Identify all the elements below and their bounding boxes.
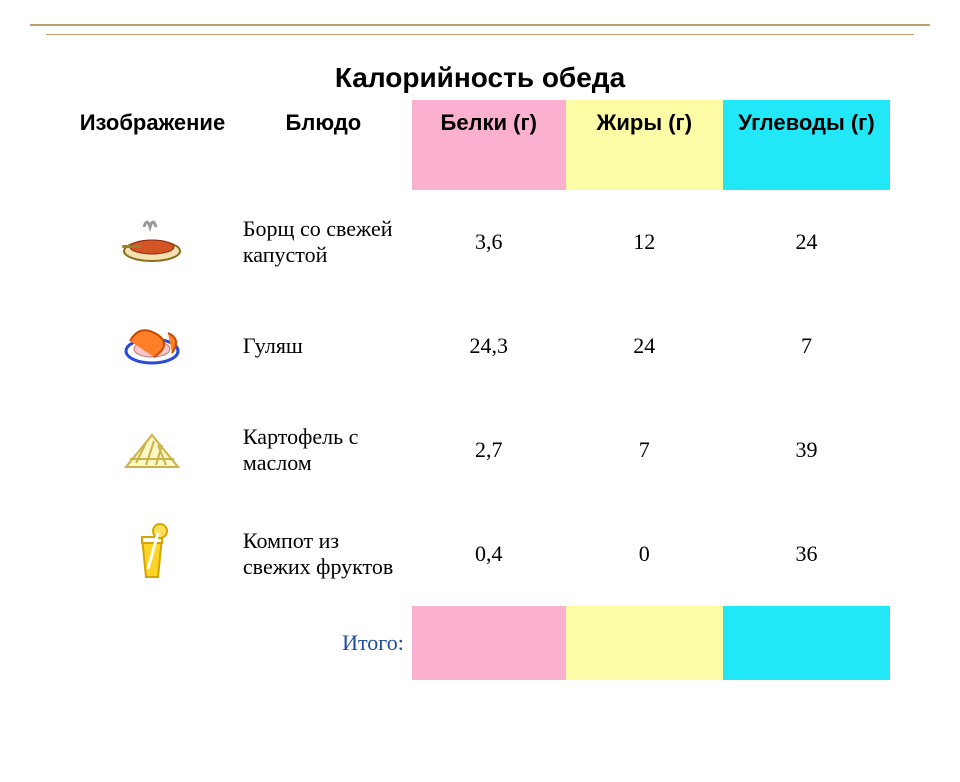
protein-value: 24,3 [412,294,566,398]
dish-name: Картофель с маслом [235,398,412,502]
col-header-fat: Жиры (г) [566,100,723,190]
table-row: Гуляш 24,3 24 7 [70,294,890,398]
compote-icon [112,519,192,583]
soup-icon [112,207,192,271]
goulash-icon [112,311,192,375]
dish-icon-cell [70,190,235,294]
total-word: Итого [342,630,398,655]
potato-icon [112,415,192,479]
fat-value: 7 [566,398,723,502]
nutrition-table: Изображение Блюдо Белки (г) Жиры (г) Угл… [70,100,890,680]
carbs-value: 36 [723,502,890,606]
page-title: Калорийность обеда [0,62,960,94]
table-row: Картофель с маслом 2,7 7 39 [70,398,890,502]
fat-value: 24 [566,294,723,398]
total-protein-cell [412,606,566,680]
dish-icon-cell [70,398,235,502]
carbs-value: 24 [723,190,890,294]
dish-icon-cell [70,502,235,606]
total-label: Итого: [70,606,412,680]
dish-name: Борщ со свежей капустой [235,190,412,294]
carbs-value: 7 [723,294,890,398]
col-header-carbs: Углеводы (г) [723,100,890,190]
col-header-image: Изображение [70,100,235,190]
total-fat-cell [566,606,723,680]
header-row: Изображение Блюдо Белки (г) Жиры (г) Угл… [70,100,890,190]
total-row: Итого: [70,606,890,680]
dish-name: Гуляш [235,294,412,398]
protein-value: 2,7 [412,398,566,502]
table-row: Компот из свежих фруктов 0,4 0 36 [70,502,890,606]
dish-name: Компот из свежих фруктов [235,502,412,606]
table-row: Борщ со свежей капустой 3,6 12 24 [70,190,890,294]
total-colon: : [398,630,404,655]
col-header-protein: Белки (г) [412,100,566,190]
col-header-dish: Блюдо [235,100,412,190]
outer-rule [30,24,930,30]
protein-value: 0,4 [412,502,566,606]
carbs-value: 39 [723,398,890,502]
fat-value: 0 [566,502,723,606]
total-carbs-cell [723,606,890,680]
inner-rule [46,34,914,35]
fat-value: 12 [566,190,723,294]
protein-value: 3,6 [412,190,566,294]
dish-icon-cell [70,294,235,398]
